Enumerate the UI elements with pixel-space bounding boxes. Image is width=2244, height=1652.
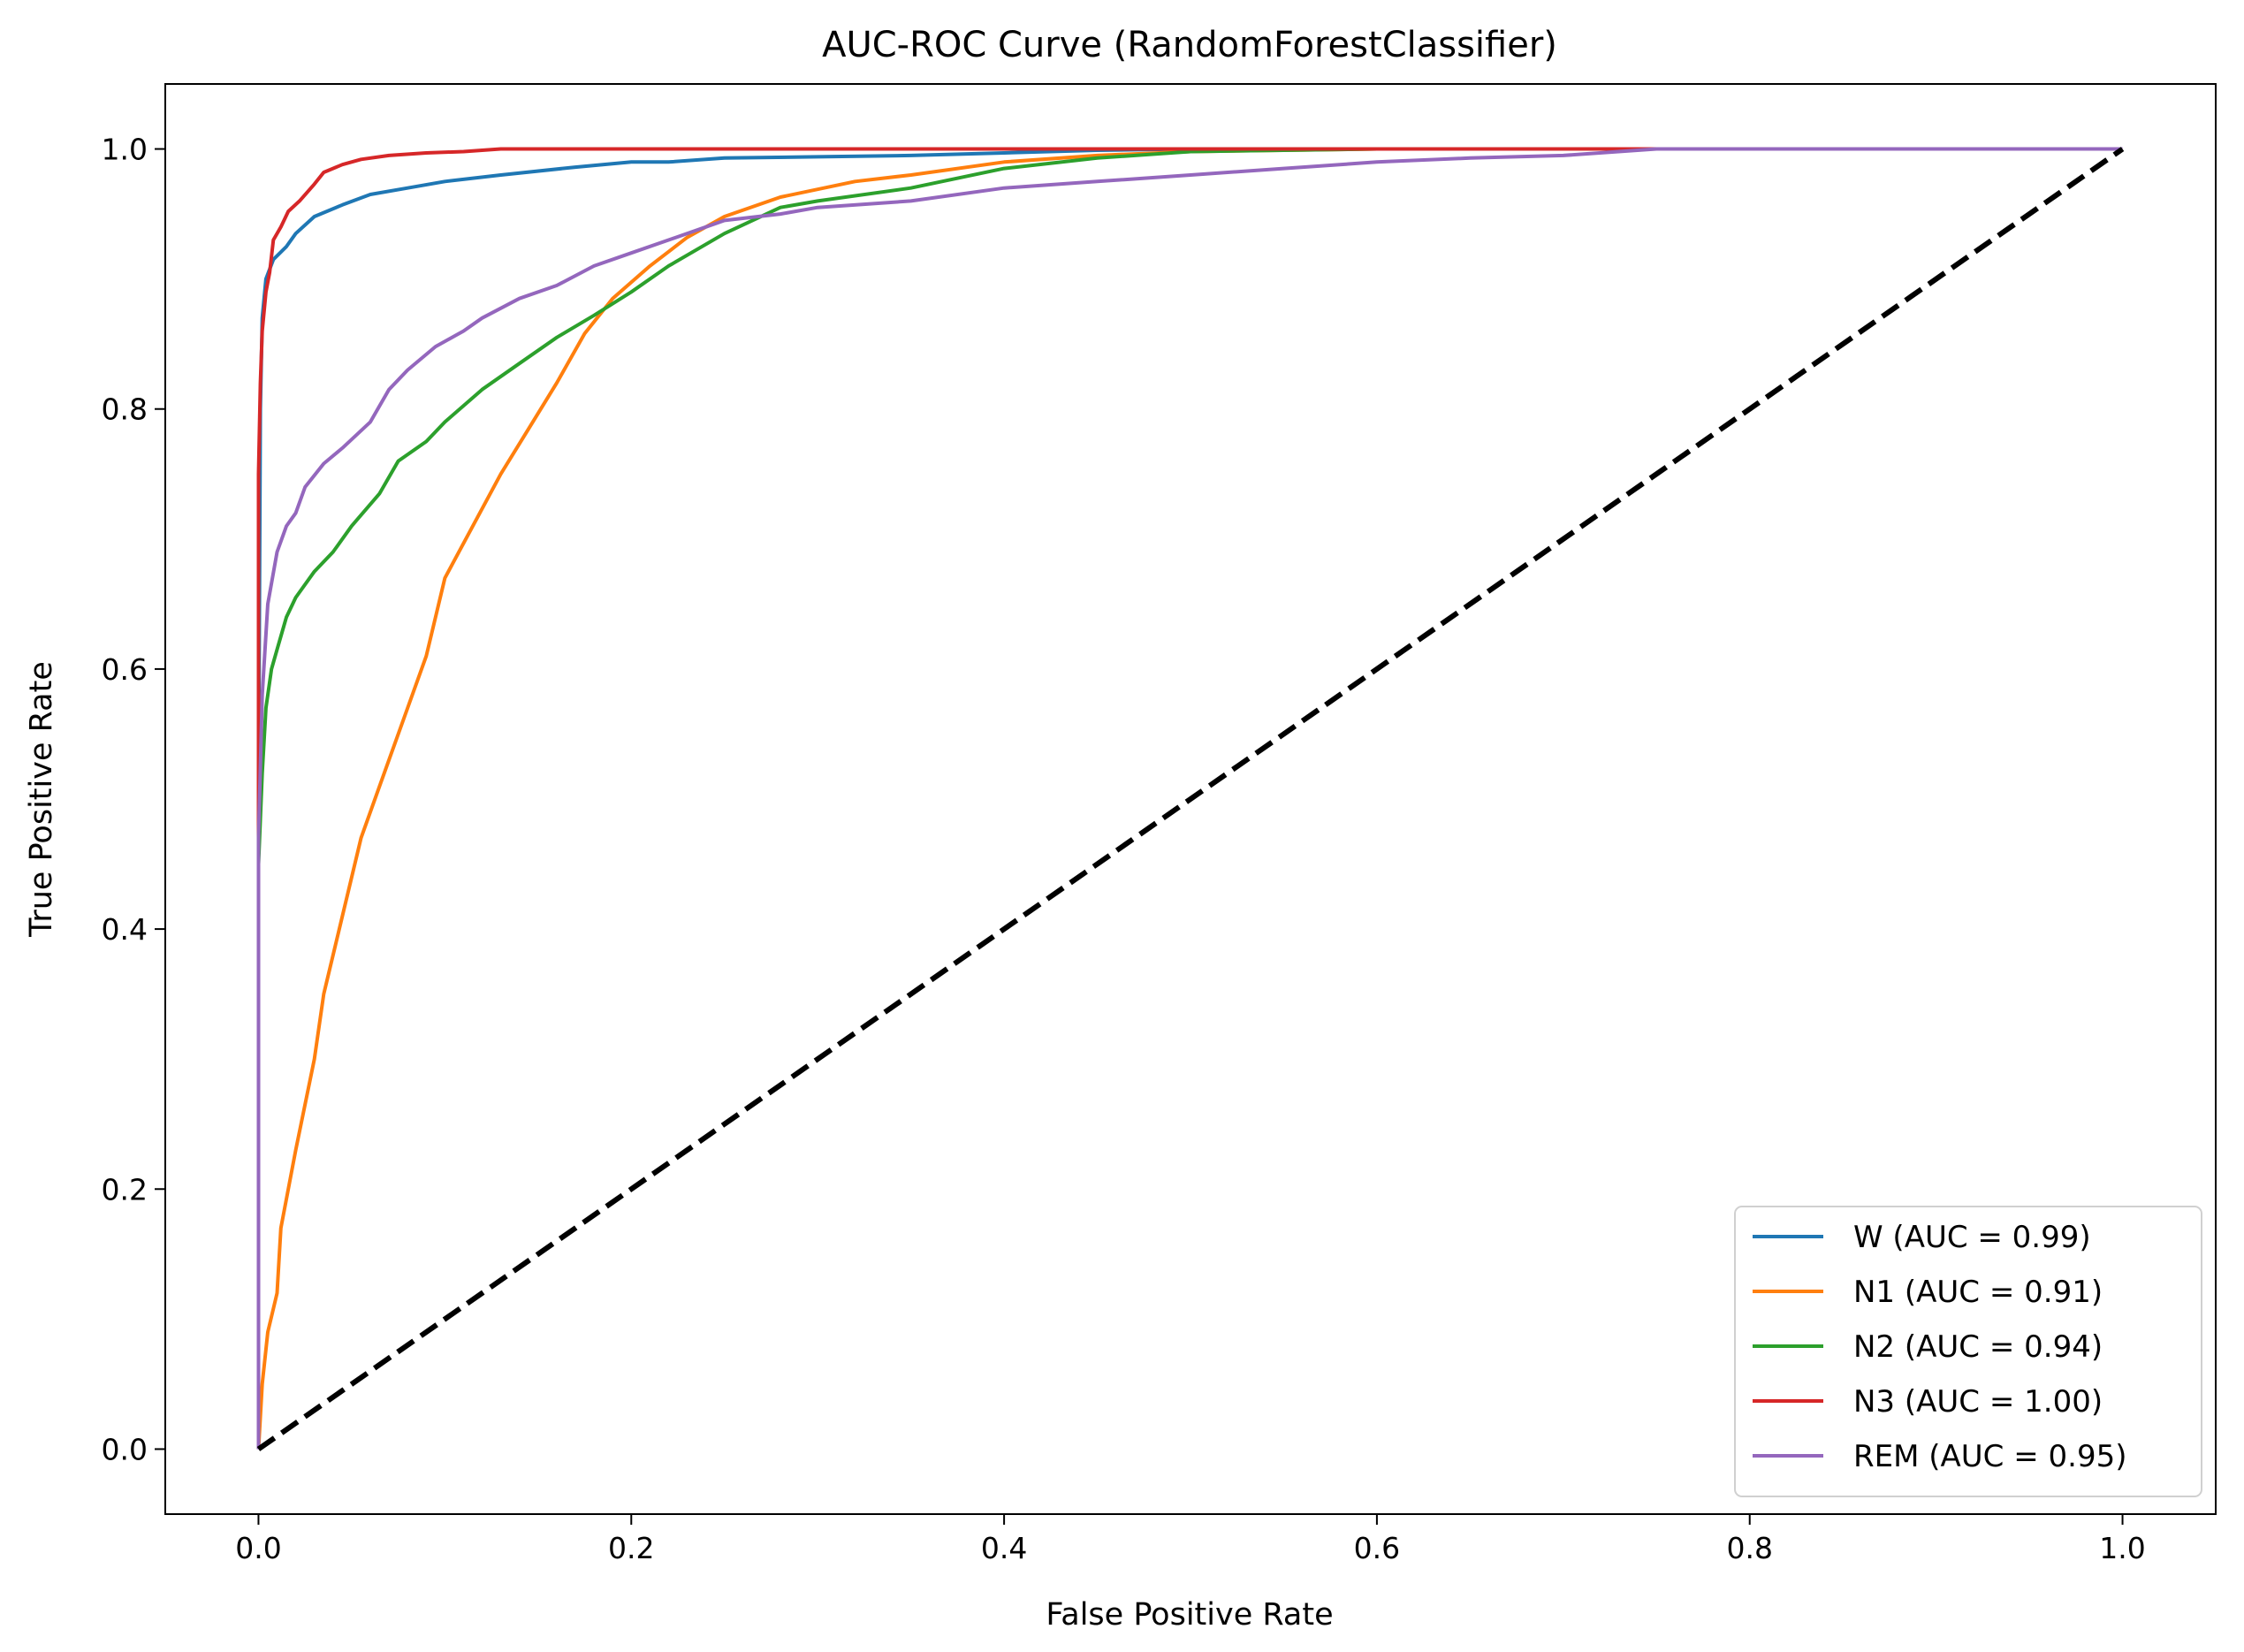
y-tick-label: 0.2 <box>102 1172 148 1207</box>
series-line-4 <box>256 147 2123 1450</box>
series-line-2 <box>256 147 2123 1450</box>
x-tick-label: 0.4 <box>981 1531 1027 1565</box>
y-tick-label: 0.0 <box>102 1432 148 1466</box>
x-axis: 0.0 0.2 0.4 0.6 0.8 1.0 <box>235 1514 2146 1565</box>
series-line-0 <box>256 147 2123 1450</box>
reference-diagonal-line <box>256 147 2125 1451</box>
x-tick-label: 0.0 <box>235 1531 281 1565</box>
y-axis: 0.0 0.2 0.4 0.6 0.8 1.0 <box>102 133 165 1466</box>
x-axis-label: False Positive Rate <box>1046 1597 1333 1633</box>
series-line-3 <box>256 147 2123 1450</box>
legend-box <box>1734 1206 2202 1497</box>
x-tick-label: 0.6 <box>1354 1531 1400 1565</box>
series-line-1 <box>256 147 2123 1450</box>
reference-layer <box>256 147 2125 1451</box>
legend-label-0: W (AUC = 0.99) <box>1853 1220 2091 1255</box>
y-tick-label: 0.6 <box>102 652 148 687</box>
y-tick-label: 1.0 <box>102 133 148 167</box>
legend-items: W (AUC = 0.99) N1 (AUC = 0.91) N2 (AUC = 0… <box>1753 1220 2126 1474</box>
legend-label-4: REM (AUC = 0.95) <box>1853 1439 2126 1474</box>
y-tick-label: 0.8 <box>102 392 148 427</box>
plot-frame <box>164 83 2217 1515</box>
series-layer <box>256 147 2123 1450</box>
chart-title: AUC-ROC Curve (RandomForestClassifier) <box>822 25 1557 65</box>
x-tick-label: 1.0 <box>2099 1531 2145 1565</box>
x-tick-label: 0.8 <box>1726 1531 1772 1565</box>
legend-label-2: N2 (AUC = 0.94) <box>1853 1329 2103 1365</box>
x-tick-label: 0.2 <box>608 1531 654 1565</box>
legend-label-3: N3 (AUC = 1.00) <box>1853 1384 2103 1420</box>
y-axis-label: True Positive Rate <box>24 661 59 938</box>
legend: W (AUC = 0.99) N1 (AUC = 0.91) N2 (AUC = 0… <box>1734 1206 2202 1497</box>
legend-label-1: N1 (AUC = 0.91) <box>1853 1275 2103 1310</box>
y-tick-label: 0.4 <box>102 912 148 947</box>
